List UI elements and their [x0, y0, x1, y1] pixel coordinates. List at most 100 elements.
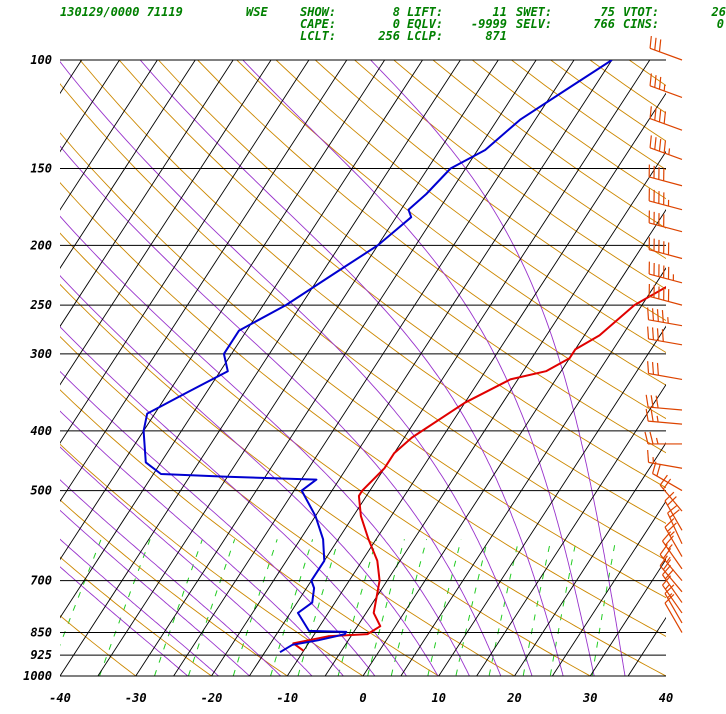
header: 130129/0000 71119 WSE SHOW: 8 LIFT: 11 S…: [60, 5, 726, 43]
moist-adiabat-line: [60, 566, 189, 676]
isotherm-line: [627, 616, 666, 676]
wind-barb: [667, 504, 683, 545]
dry-adiabat-line: [60, 675, 61, 676]
moist-adiabat-line: [370, 60, 626, 676]
header-label-show: SHOW:: [300, 5, 336, 19]
pressure-tick-label: 300: [29, 347, 52, 361]
dry-adiabat-line: [118, 60, 666, 489]
isotherm-line: [97, 60, 499, 676]
dry-adiabat-line: [60, 335, 516, 676]
header-value-vtot: 26: [711, 5, 726, 19]
isotherm-line: [60, 60, 158, 211]
temperature-tick-label: 20: [506, 691, 521, 705]
wind-barb: [644, 431, 682, 445]
isotherm-line: [0, 60, 6, 676]
isotherms: [0, 60, 666, 676]
header-value-lclt: 256: [377, 29, 400, 43]
wind-barb: [648, 283, 683, 306]
moist-adiabat-line: [60, 410, 345, 676]
header-label-lclp: LCLP:: [407, 29, 443, 43]
temperature-tick-label: -20: [201, 691, 223, 705]
pressure-tick-label: 925: [30, 648, 52, 662]
isotherm-line: [211, 60, 613, 676]
wind-barb: [649, 135, 683, 160]
pressure-tick-label: 200: [29, 238, 52, 252]
isotherm-line: [248, 60, 651, 676]
isotherm-line: [551, 500, 666, 676]
wind-barb: [664, 491, 683, 531]
mixing-ratio-line: [60, 539, 102, 647]
mixing-ratio-line: [427, 539, 462, 676]
header-label-eqlv: EQLV:: [407, 17, 443, 31]
isotherm-line: [60, 60, 423, 619]
dry-adiabat-line: [60, 389, 440, 676]
dry-adiabat-line: [511, 60, 666, 171]
temperature-profile-line: [292, 285, 666, 652]
header-label-swet: SWET:: [516, 5, 552, 19]
dry-adiabat-line: [314, 60, 666, 322]
wind-barb: [649, 36, 683, 61]
temperature-axis-labels: -40 -30 -20 -10 0 10 20 30 40: [49, 691, 673, 705]
header-label-selv: SELV:: [516, 17, 552, 31]
wind-barb: [664, 518, 683, 557]
moist-adiabat-line: [60, 509, 251, 676]
wind-barb: [648, 237, 683, 260]
temperature-tick-label: 10: [432, 691, 446, 705]
moist-adiabat-line: [60, 326, 408, 676]
isotherm-line: [362, 209, 666, 676]
dry-adiabat-line: [79, 60, 666, 524]
pressure-tick-label: 400: [30, 424, 52, 438]
header-value-selv: 766: [593, 17, 615, 31]
isotherm-line: [286, 92, 666, 676]
wind-barb: [647, 361, 683, 380]
temperature-tick-label: -10: [276, 691, 298, 705]
moist-adiabat-line: [60, 215, 470, 676]
header-value-cins: 0: [717, 17, 724, 31]
moist-adiabat-line: [60, 275, 439, 676]
pressure-tick-label: 700: [30, 574, 52, 588]
wind-barbs: [644, 36, 683, 633]
moist-adiabat-line: [60, 538, 220, 676]
dry-adiabat-line: [60, 499, 289, 676]
pressure-tick-label: 250: [29, 298, 52, 312]
isotherm-line: [60, 60, 196, 269]
moist-adiabat-line: [242, 60, 595, 676]
dry-adiabat-line: [60, 132, 666, 599]
header-label-lclt: LCLT:: [300, 29, 336, 43]
wind-barb: [662, 531, 683, 570]
isotherm-line: [324, 150, 666, 676]
temperature-tick-label: -40: [49, 691, 71, 705]
wind-barb: [649, 106, 683, 131]
dry-adiabat-line: [60, 556, 213, 676]
pressure-tick-label: 100: [30, 53, 52, 67]
moist-adiabats: [60, 60, 626, 676]
isotherm-line: [514, 442, 666, 676]
pressure-tick-label: 500: [30, 484, 52, 498]
mixing-ratio-line: [297, 539, 339, 676]
header-value-show: 8: [393, 5, 400, 19]
moist-adiabat-line: [60, 446, 313, 676]
header-datetime-station-id: 130129/0000 71119: [60, 5, 183, 19]
temperature-tick-label: 40: [659, 691, 673, 705]
dry-adiabats: [60, 60, 666, 676]
isotherm-line: [173, 60, 575, 676]
dry-adiabat-line: [275, 60, 666, 354]
isotherm-line: [476, 383, 666, 676]
header-label-cins: CINS:: [623, 17, 659, 31]
isotherm-line: [400, 267, 666, 676]
dry-adiabat-line: [236, 60, 666, 386]
mixing-ratio-line: [98, 539, 151, 676]
wind-barb: [648, 261, 683, 284]
wind-barb: [664, 594, 683, 633]
wind-barb: [659, 474, 683, 512]
header-value-cape: 0: [393, 17, 400, 31]
dry-adiabat-line: [60, 283, 592, 676]
pressure-tick-label: 850: [30, 626, 52, 640]
pressure-axis-labels: 100 150 200 250 300 400 500 700 850 925 1000: [23, 53, 52, 683]
header-value-lift: 11: [493, 5, 507, 19]
dry-adiabat-line: [628, 60, 666, 87]
isotherm-line: [438, 325, 666, 676]
header-label-lift: LIFT:: [407, 5, 443, 19]
wind-barb: [659, 544, 683, 581]
dry-adiabat-line: [550, 60, 666, 142]
